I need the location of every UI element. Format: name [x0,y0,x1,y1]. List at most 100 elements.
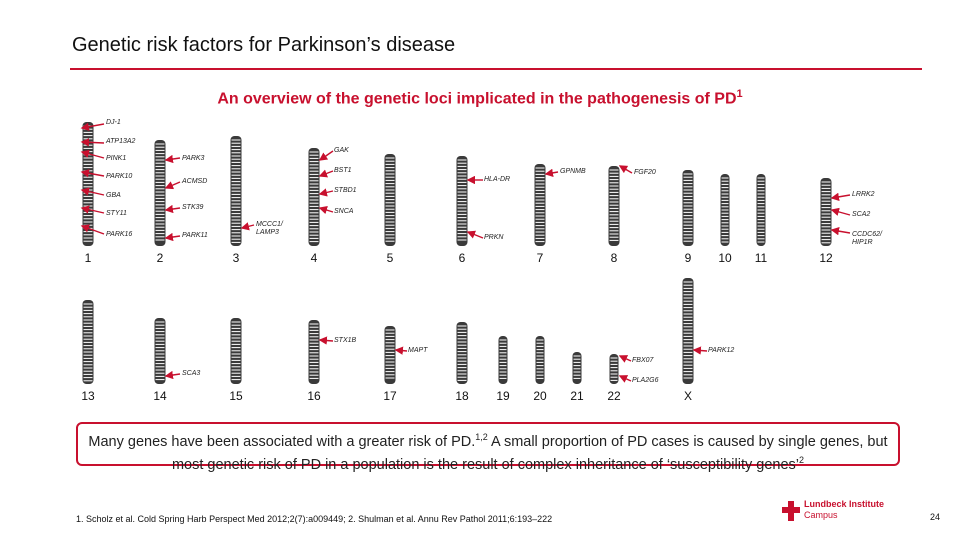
chromosome-21: 21 [570,352,584,403]
chromosome-body [534,164,546,246]
gene-label: GBA [106,192,121,199]
gene-arrow [164,204,181,214]
chromosome-14: 14 [153,318,167,403]
gene-label: GPNMB [560,168,586,175]
chromosome-body [308,320,320,384]
gene-label: PARK16 [106,231,132,238]
gene-arrow [80,169,105,178]
gene-arrow [80,224,105,235]
gene-arrow [80,187,105,196]
gene-arrow [318,150,334,161]
summary-reference-1: 1,2 [475,432,488,442]
chromosome-19: 19 [496,336,510,403]
gene-arrow [618,165,633,174]
slide-title: Genetic risk factors for Parkinson’s dis… [72,34,456,56]
chromosome-7: 7 [534,164,546,265]
logo-name: Lundbeck Institute [804,499,885,509]
chromosome-label: 14 [153,389,167,403]
chromosome-5: 5 [384,154,396,265]
chromosome-label: 6 [459,251,466,265]
chromosome-4: 4 [308,148,320,265]
gene-arrow [80,122,105,131]
chromosome-11: 11 [755,174,768,265]
gene-arrow [80,138,105,147]
gene-label: PARK3 [182,155,205,162]
gene-arrow [164,154,181,164]
gene-arrow [318,206,334,215]
gene-arrow [164,232,181,242]
gene-arrow [394,346,408,355]
chromosome-label: X [684,389,692,403]
gene-arrow [80,149,105,159]
chromosome-12: 12 [819,178,833,265]
gene-label: PARK11 [182,232,208,239]
subtitle-reference: 1 [736,88,743,100]
chromosome-label: 2 [157,251,164,265]
gene-label: STBD1 [334,187,357,194]
chromosome-label: 4 [311,251,318,265]
gene-arrow [164,370,181,380]
subtitle-text: An overview of the genetic loci implicat… [217,90,737,108]
gene-label: STK39 [182,204,204,211]
lundbeck-logo-icon [782,501,800,521]
chromosome-label: 20 [533,389,547,403]
gene-arrow [830,207,851,216]
gene-label: PARK12 [708,347,734,354]
chromosome-22: 22 [607,354,621,403]
gene-label: STY11 [106,210,127,217]
chromosome-X: X [682,278,694,403]
gene-arrow [618,355,632,363]
chromosome-label: 15 [229,389,243,403]
chromosome-label: 13 [81,389,95,403]
chromosome-2: 2 [154,140,166,265]
gene-label: HLA-DR [484,176,510,183]
chromosome-label: 11 [755,251,768,265]
gene-label: PARK10 [106,173,132,180]
gene-label: BST1 [334,167,352,174]
chromosome-label: 8 [611,251,618,265]
chromosome-label: 12 [819,251,833,265]
page-number: 24 [930,512,941,522]
gene-label: FGF20 [634,169,656,176]
gene-arrow [318,188,334,197]
gene-label: ACMSD [181,178,207,185]
gene-arrow [618,375,632,383]
summary-text-2: A small proportion of PD cases is caused… [171,433,888,473]
chromosome-16: 16 [307,320,321,403]
references: 1. Scholz et al. Cold Spring Harb Perspe… [76,514,553,524]
chromosome-label: 7 [537,251,544,265]
chromosome-label: 10 [718,251,732,265]
gene-label: PLA2G6 [632,377,659,384]
chromosome-1: 1 [82,122,94,265]
gene-label: LRRK2 [852,191,875,198]
chromosome-body [384,326,396,384]
gene-label: SCA2 [852,211,870,218]
gene-label: GAK [334,147,349,154]
chromosome-label: 17 [383,389,397,403]
gene-arrow [544,168,559,177]
gene-arrow [240,222,255,231]
gene-label: ATP13A2 [105,138,136,145]
chromosome-6: 6 [456,156,468,265]
gene-label: SCA3 [182,370,200,377]
gene-arrow [692,346,708,355]
chromosome-15: 15 [229,318,243,403]
gene-label: MAPT [408,347,428,354]
chromosome-label: 19 [496,389,510,403]
chromosome-13: 13 [81,300,95,403]
chromosome-label: 21 [570,389,584,403]
gene-label: MCCC1/LAMP3 [256,221,284,236]
chromosome-3: 3 [230,136,242,265]
slide-subtitle: An overview of the genetic loci implicat… [0,88,960,108]
chromosome-8: 8 [608,166,620,265]
chromosome-body [682,170,694,246]
chromosome-label: 16 [307,389,321,403]
chromosome-label: 5 [387,251,394,265]
chromosome-label: 18 [455,389,469,403]
summary-box: Many genes have been associated with a g… [76,422,900,473]
gene-arrow [830,192,851,201]
gene-arrow [80,205,105,214]
chromosome-18: 18 [455,322,469,403]
gene-arrow [830,227,851,236]
